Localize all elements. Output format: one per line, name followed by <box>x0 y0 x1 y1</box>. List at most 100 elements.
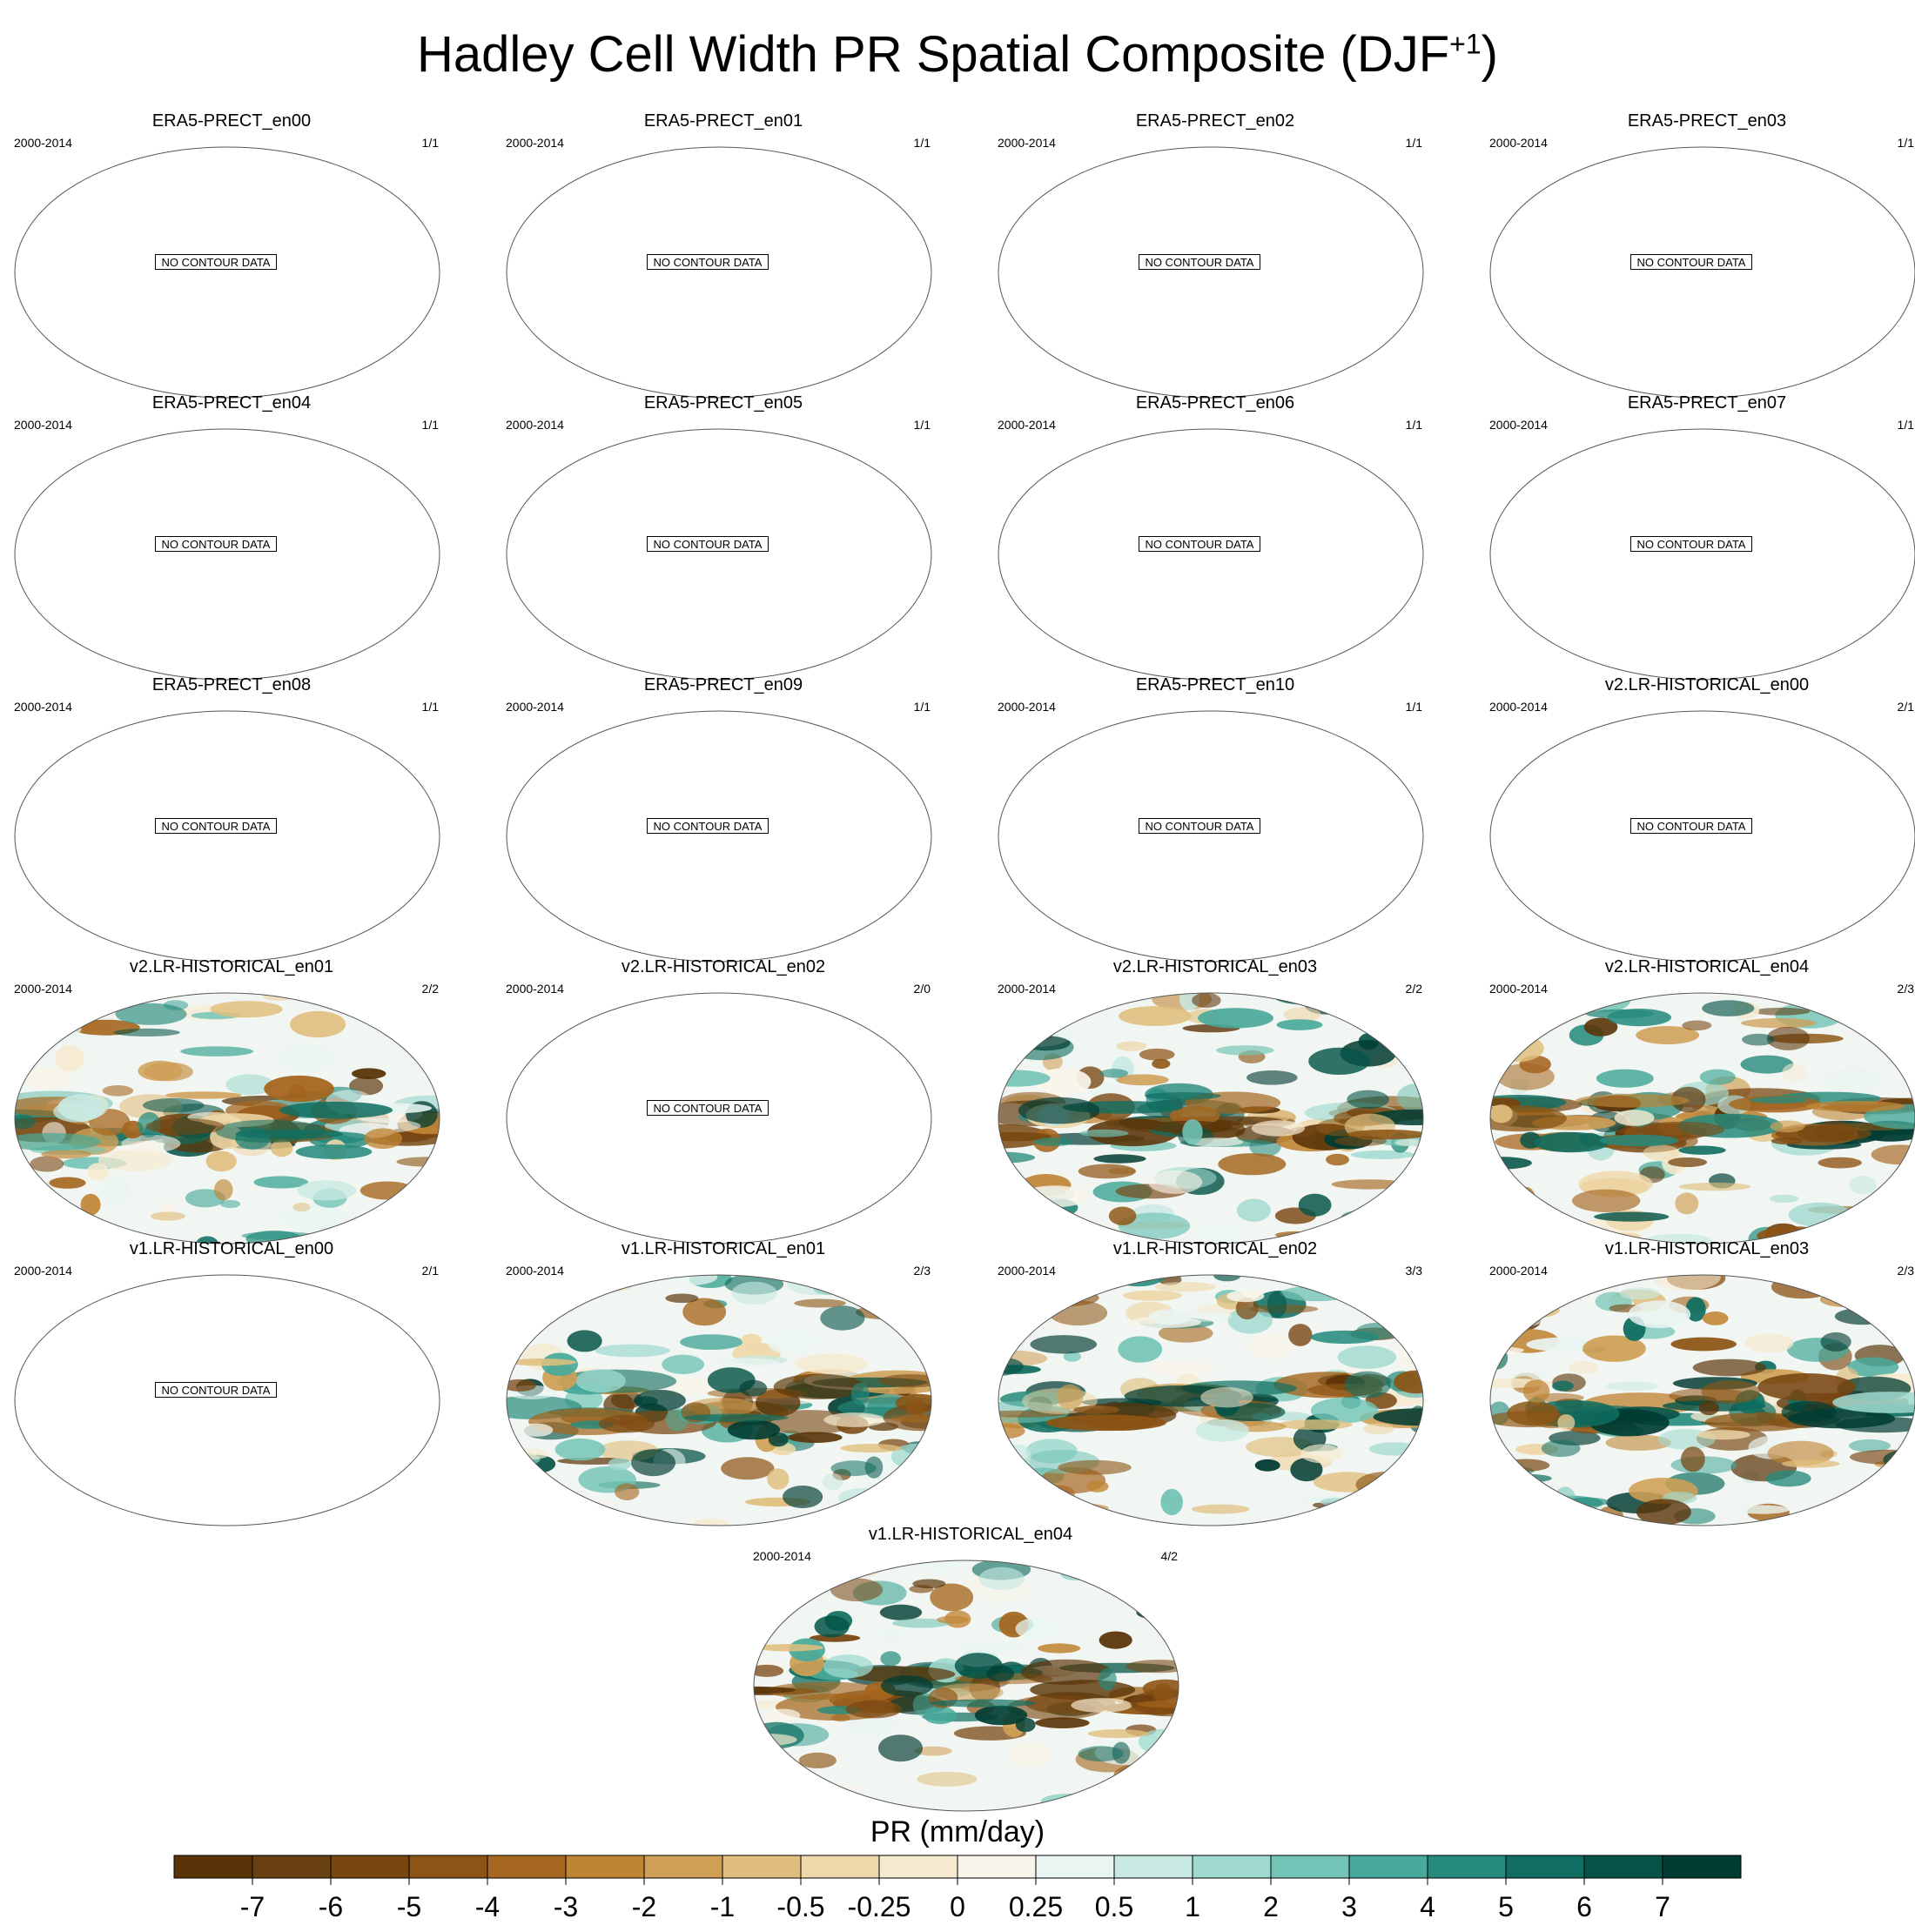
panel-title: v1.LR-HISTORICAL_en01 <box>621 1239 826 1258</box>
panel-title: ERA5-PRECT_en03 <box>1627 111 1787 131</box>
anomaly-blob <box>739 1379 768 1397</box>
anomaly-blob <box>1334 1136 1387 1147</box>
colorbar-tick-label: 4 <box>1420 1891 1435 1922</box>
anomaly-blob <box>1537 1210 1560 1220</box>
anomaly-blob <box>1490 1301 1560 1319</box>
map-border <box>998 710 1424 963</box>
anomaly-blob <box>279 1101 393 1119</box>
map-panel: ERA5-PRECT_en03 2000-2014 1/1 NO CONTOUR DA… <box>1481 110 1915 399</box>
anomaly-blob <box>519 1423 554 1437</box>
anomaly-blob <box>1692 1358 1766 1377</box>
anomaly-blob <box>1045 1414 1166 1432</box>
anomaly-blob <box>1005 1444 1031 1468</box>
anomaly-blob <box>890 1414 931 1423</box>
anomaly-blob <box>1394 1138 1423 1147</box>
colorbar-box <box>1583 1855 1663 1879</box>
map-border <box>14 992 440 1244</box>
anomaly-blob <box>1786 993 1834 1008</box>
anomaly-blob <box>1278 1419 1353 1430</box>
colorbar-tick-label: 0.5 <box>1095 1891 1133 1922</box>
anomaly-blob <box>998 1004 1049 1027</box>
anomaly-blob <box>19 1068 73 1090</box>
colorbar-box <box>1348 1855 1428 1879</box>
coastline <box>1339 157 1368 177</box>
anomaly-blob <box>113 1028 180 1036</box>
anomaly-blob <box>1385 1208 1421 1221</box>
anomaly-blob <box>682 1298 727 1326</box>
precip-anomaly-field <box>507 1275 931 1526</box>
anomaly-blob <box>1490 1460 1527 1475</box>
map-border <box>998 1274 1424 1526</box>
colorbar-tick-label: 5 <box>1498 1891 1514 1922</box>
anomaly-blob <box>1750 1096 1808 1104</box>
anomaly-blob <box>712 1358 779 1368</box>
panel-period: 2000-2014 <box>1489 1264 1548 1278</box>
no-contour-data-label: NO CONTOUR DATA <box>155 536 277 552</box>
anomaly-blob <box>1681 1446 1705 1472</box>
anomaly-blob <box>1599 1134 1679 1147</box>
map-panel: ERA5-PRECT_en04 2000-2014 1/1 NO CONTOUR DA… <box>5 392 458 658</box>
map-panel: ERA5-PRECT_en05 2000-2014 1/1 NO CONTOUR DA… <box>497 392 950 658</box>
anomaly-blob <box>830 1578 884 1602</box>
anomaly-blob <box>1490 1275 1516 1283</box>
anomaly-blob <box>1187 1137 1244 1147</box>
anomaly-blob <box>786 1275 843 1296</box>
anomaly-blob <box>15 1114 36 1130</box>
colorbar-box <box>643 1855 723 1879</box>
anomaly-blob <box>931 1699 1036 1707</box>
colorbar-tick-label: -0.25 <box>848 1891 911 1922</box>
anomaly-blob <box>290 1010 346 1038</box>
anomaly-blob <box>1784 993 1807 1003</box>
anomaly-blob <box>1392 1174 1423 1199</box>
anomaly-blob <box>913 1746 952 1756</box>
anomaly-blob <box>1757 1373 1856 1401</box>
anomaly-blob <box>1499 1198 1539 1221</box>
map-border <box>753 1560 1179 1812</box>
anomaly-blob <box>1490 1104 1513 1124</box>
anomaly-blob <box>1814 1121 1855 1142</box>
panel-period: 2000-2014 <box>753 1549 811 1563</box>
anomaly-blob <box>1678 1182 1750 1191</box>
panel-count: 2/3 <box>913 1264 931 1278</box>
anomaly-blob <box>1824 1067 1883 1095</box>
panel-count: 2/2 <box>1405 982 1422 996</box>
anomaly-blob <box>1552 1380 1574 1392</box>
anomaly-blob <box>1548 993 1603 1004</box>
map-panel: ERA5-PRECT_en08 2000-2014 1/1 NO CONTOUR DA… <box>5 674 458 940</box>
colorbar-box <box>1270 1855 1350 1879</box>
anomaly-blob <box>1490 1157 1532 1170</box>
anomaly-blob <box>754 1686 796 1694</box>
anomaly-blob <box>631 1449 675 1477</box>
anomaly-blob <box>936 1615 969 1624</box>
colorbar-tick-label: -5 <box>397 1891 421 1922</box>
map-background <box>507 147 931 398</box>
anomaly-blob <box>1300 1444 1342 1464</box>
anomaly-blob <box>1357 1506 1386 1526</box>
anomaly-blob <box>396 1157 440 1167</box>
anomaly-blob <box>1675 1192 1699 1215</box>
anomaly-blob <box>691 1518 730 1526</box>
anomaly-blob <box>1396 1083 1423 1112</box>
anomaly-blob <box>615 1483 640 1500</box>
map-border <box>1489 992 1915 1244</box>
coastline <box>355 1003 385 1023</box>
anomaly-blob <box>1584 993 1631 1012</box>
map-plot <box>1489 146 1915 399</box>
anomaly-blob <box>1058 1459 1132 1475</box>
map-background <box>1490 147 1915 398</box>
anomaly-blob <box>754 1580 778 1604</box>
map-background <box>15 147 440 398</box>
colorbar-box <box>1427 1855 1507 1879</box>
anomaly-blob <box>1358 1499 1423 1520</box>
anomaly-blob <box>974 1705 1028 1726</box>
map-border <box>14 1274 440 1526</box>
coastline <box>1831 721 1860 741</box>
anomaly-blob <box>1216 1045 1274 1056</box>
anomaly-blob <box>978 1566 1025 1591</box>
colorbar-tick-label: 1 <box>1185 1891 1200 1922</box>
precip-anomaly-field <box>998 1275 1423 1526</box>
anomaly-blob <box>1164 1771 1179 1787</box>
anomaly-blob <box>840 1444 902 1453</box>
anomaly-blob <box>1158 1324 1213 1343</box>
map-border <box>1489 146 1915 399</box>
